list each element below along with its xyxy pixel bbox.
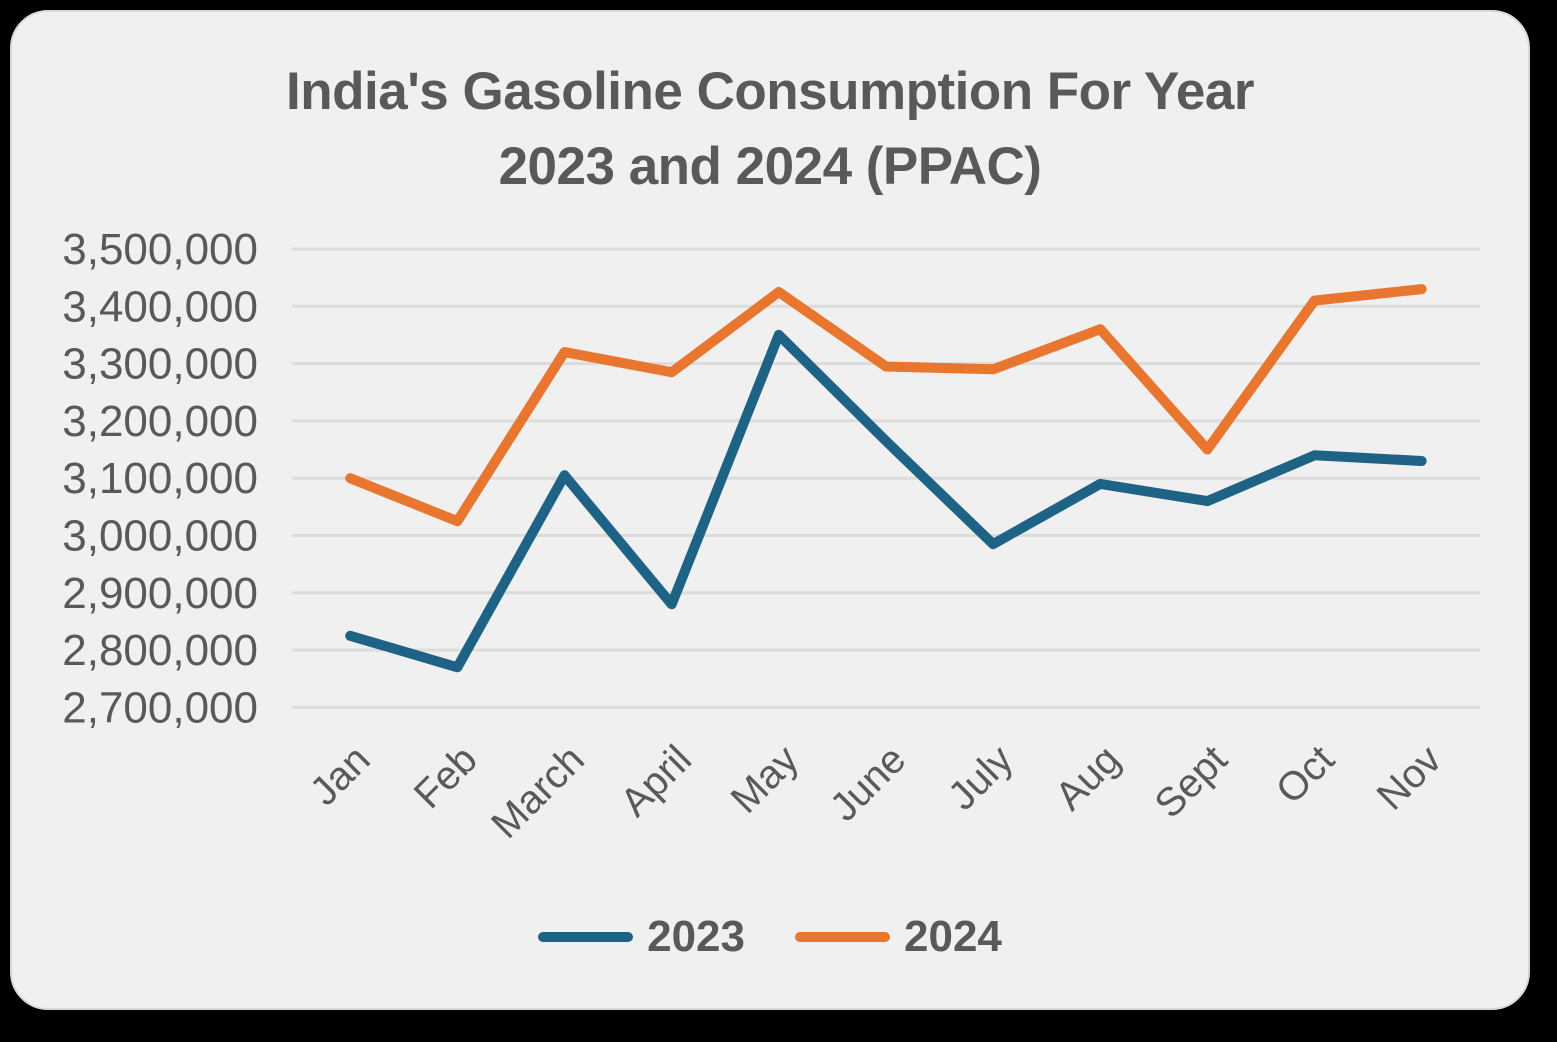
y-tick-label: 3,400,000 [62, 282, 258, 331]
x-axis-label-june: June [822, 737, 914, 829]
legend-swatch-2024 [795, 932, 890, 942]
y-tick-label: 2,800,000 [62, 626, 258, 675]
x-axis-label-may: May [723, 737, 808, 822]
y-tick-label: 3,200,000 [62, 397, 258, 446]
y-tick-label: 2,700,000 [62, 683, 258, 732]
y-tick-label: 2,900,000 [62, 569, 258, 618]
y-tick-label: 3,100,000 [62, 454, 258, 503]
chart-card: India's Gasoline Consumption For Year 20… [10, 10, 1530, 1010]
x-axis-label-march: March [483, 737, 593, 847]
y-tick-label: 3,500,000 [62, 225, 258, 274]
series-line-2023 [345, 329, 1427, 673]
series-line-2024 [345, 284, 1427, 527]
x-axis-label-jan: Jan [302, 737, 379, 814]
x-axis-label-aug: Aug [1047, 737, 1128, 818]
y-tick-label: 3,300,000 [62, 340, 258, 389]
y-tick-label: 3,000,000 [62, 511, 258, 560]
chart-title: India's Gasoline Consumption For Year 20… [12, 54, 1528, 205]
x-axis-label-nov: Nov [1369, 737, 1450, 818]
legend-swatch-2023 [538, 932, 634, 942]
chart-title-line2: 2023 and 2024 (PPAC) [498, 137, 1042, 197]
legend-item-2023: 2023 [538, 912, 745, 962]
legend-item-2024: 2024 [795, 912, 1002, 962]
line-chart-plot-area: 3,500,000 3,400,000 3,300,000 3,200,000 3,10… [62, 225, 1480, 847]
x-axis-label-oct: Oct [1268, 737, 1343, 812]
x-axis-label-july: July [940, 737, 1021, 818]
legend-label-2024: 2024 [904, 912, 1002, 961]
x-axis-label-april: April [612, 737, 700, 825]
x-axis-label-sept: Sept [1146, 737, 1235, 826]
chart-title-line1: India's Gasoline Consumption For Year [286, 62, 1254, 121]
x-axis-label-feb: Feb [406, 737, 486, 817]
chart-legend: 2023 2024 [12, 912, 1528, 962]
legend-label-2023: 2023 [647, 912, 745, 961]
